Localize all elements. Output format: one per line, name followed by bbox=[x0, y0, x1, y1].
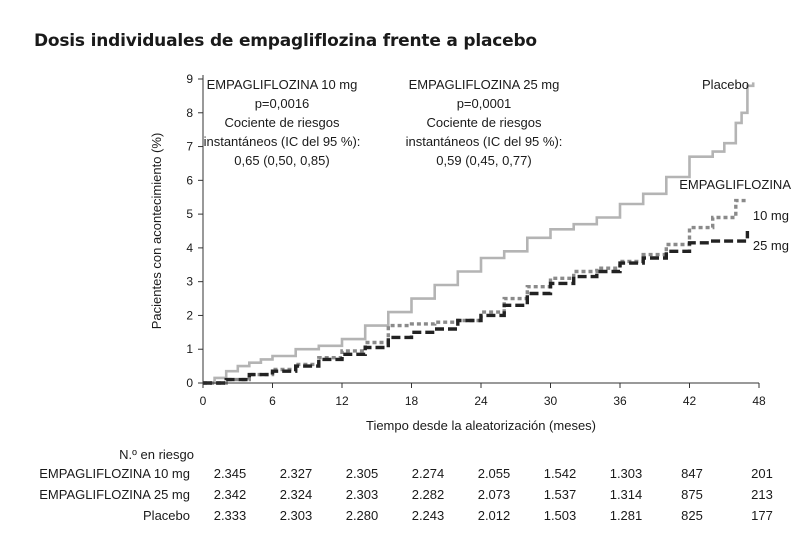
placebo-line-label: Placebo bbox=[702, 77, 749, 92]
annotation-2-line: EMPAGLIFLOZINA 25 mg bbox=[409, 77, 560, 92]
x-tick-label: 24 bbox=[474, 394, 488, 408]
annotation-2-line: Cociente de riesgos bbox=[427, 115, 542, 130]
x-tick-label: 48 bbox=[752, 394, 766, 408]
line-label-25mg: 25 mg bbox=[753, 238, 789, 253]
annotation-1-line: Cociente de riesgos bbox=[225, 115, 340, 130]
annotation-1-line: 0,65 (0,50, 0,85) bbox=[234, 153, 329, 168]
y-tick-label: 7 bbox=[186, 140, 193, 154]
y-tick-label: 8 bbox=[186, 106, 193, 120]
x-tick-label: 30 bbox=[544, 394, 558, 408]
y-tick-label: 9 bbox=[186, 72, 193, 86]
annotation-1-line: p=0,0016 bbox=[255, 96, 310, 111]
x-tick-label: 12 bbox=[335, 394, 349, 408]
y-axis-label: Pacientes con acontecimiento (%) bbox=[149, 133, 164, 330]
y-tick-label: 5 bbox=[186, 207, 193, 221]
annotation-1-line: EMPAGLIFLOZINA 10 mg bbox=[207, 77, 358, 92]
y-tick-label: 0 bbox=[186, 376, 193, 390]
y-tick-label: 1 bbox=[186, 342, 193, 356]
annotation-1-line: instantáneos (IC del 95 %): bbox=[204, 134, 361, 149]
empagliflozina-line-label: EMPAGLIFLOZINA bbox=[679, 177, 791, 192]
chart-title: Dosis individuales de empagliflozina fre… bbox=[34, 31, 537, 51]
y-tick-label: 3 bbox=[186, 275, 193, 289]
y-tick-label: 4 bbox=[186, 241, 193, 255]
x-tick-label: 6 bbox=[269, 394, 276, 408]
annotation-2-line: instantáneos (IC del 95 %): bbox=[406, 134, 563, 149]
y-tick-label: 2 bbox=[186, 308, 193, 322]
y-tick-label: 6 bbox=[186, 173, 193, 187]
x-axis-label: Tiempo desde la aleatorización (meses) bbox=[366, 418, 596, 433]
series-line-placebo bbox=[203, 82, 755, 385]
x-tick-label: 36 bbox=[613, 394, 627, 408]
x-tick-label: 42 bbox=[683, 394, 697, 408]
annotation-2-line: p=0,0001 bbox=[457, 96, 512, 111]
x-tick-label: 0 bbox=[200, 394, 207, 408]
annotation-2-line: 0,59 (0,45, 0,77) bbox=[436, 153, 531, 168]
series-line-25mg bbox=[203, 231, 750, 385]
x-tick-label: 18 bbox=[405, 394, 419, 408]
line-label-10mg: 10 mg bbox=[753, 208, 789, 223]
